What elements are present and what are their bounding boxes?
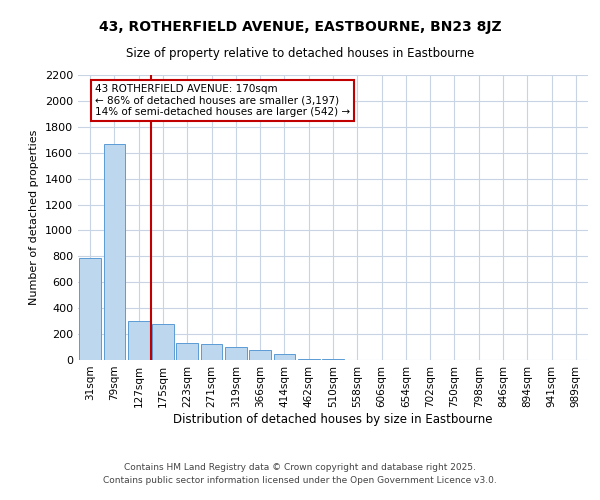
Bar — [79, 258, 101, 360]
Bar — [249, 350, 271, 360]
X-axis label: Distribution of detached houses by size in Eastbourne: Distribution of detached houses by size … — [173, 412, 493, 426]
Text: 43 ROTHERFIELD AVENUE: 170sqm
← 86% of detached houses are smaller (3,197)
14% o: 43 ROTHERFIELD AVENUE: 170sqm ← 86% of d… — [95, 84, 350, 117]
Text: Contains HM Land Registry data © Crown copyright and database right 2025.: Contains HM Land Registry data © Crown c… — [124, 464, 476, 472]
Bar — [200, 344, 223, 360]
Bar — [152, 324, 174, 360]
Text: 43, ROTHERFIELD AVENUE, EASTBOURNE, BN23 8JZ: 43, ROTHERFIELD AVENUE, EASTBOURNE, BN23… — [98, 20, 502, 34]
Bar — [225, 347, 247, 360]
Text: Size of property relative to detached houses in Eastbourne: Size of property relative to detached ho… — [126, 48, 474, 60]
Bar — [274, 354, 295, 360]
Text: Contains public sector information licensed under the Open Government Licence v3: Contains public sector information licen… — [103, 476, 497, 485]
Bar — [128, 321, 149, 360]
Bar — [104, 144, 125, 360]
Bar — [298, 358, 320, 360]
Y-axis label: Number of detached properties: Number of detached properties — [29, 130, 40, 305]
Bar — [176, 342, 198, 360]
